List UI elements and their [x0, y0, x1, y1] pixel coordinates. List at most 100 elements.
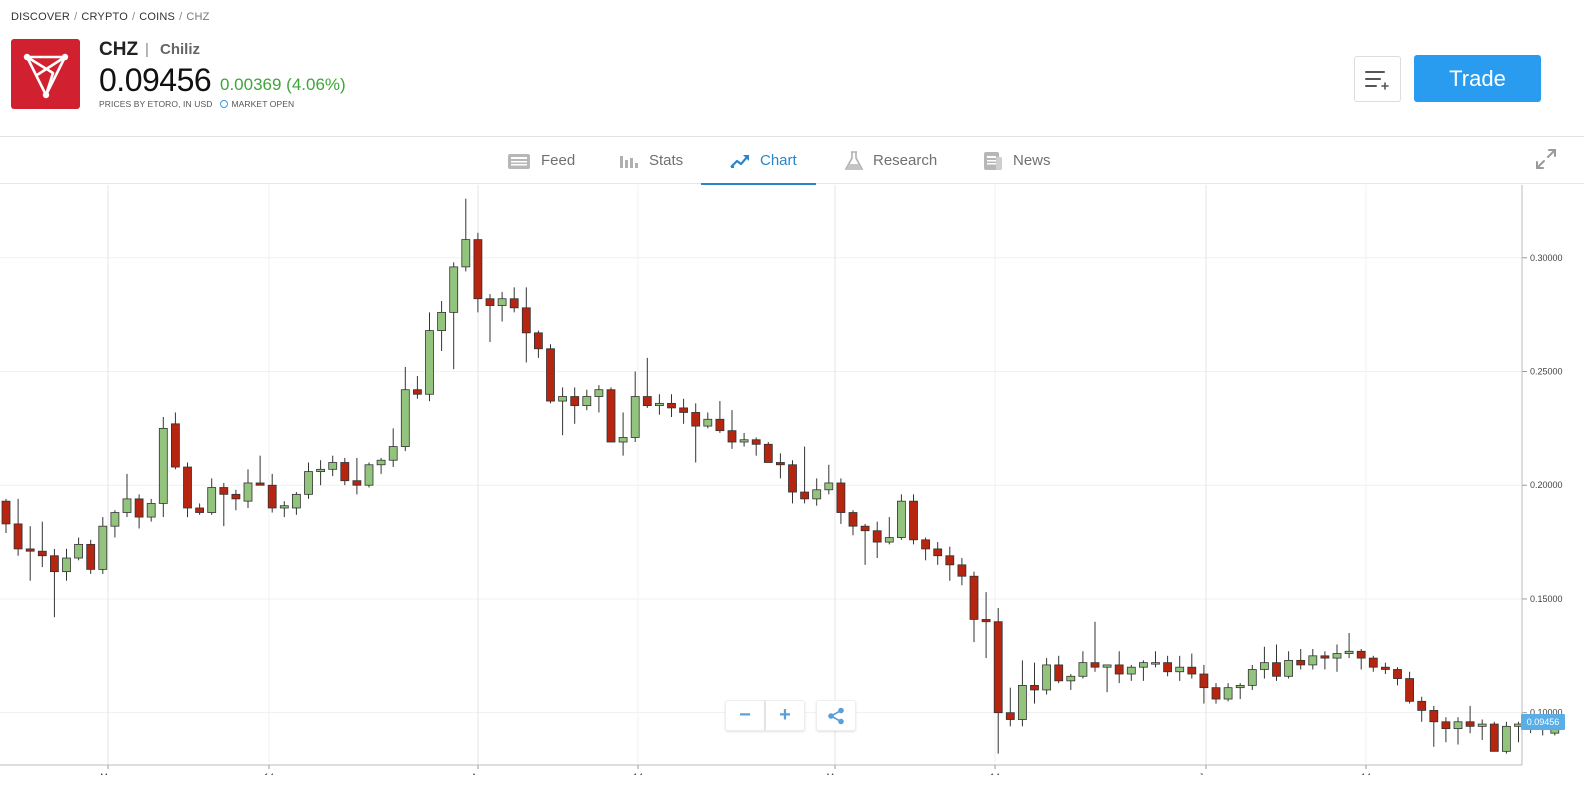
feed-icon [507, 152, 531, 170]
candle [1102, 664, 1112, 693]
candle-body [933, 548, 943, 557]
candle-body [1005, 712, 1015, 720]
add-to-watchlist-button[interactable] [1354, 56, 1401, 102]
candle-body [1235, 684, 1245, 689]
chiliz-logo-icon [23, 53, 68, 99]
candle [1078, 651, 1088, 679]
zoom-out-button[interactable]: − [725, 700, 765, 731]
trade-button[interactable]: Trade [1414, 55, 1541, 102]
candle [630, 371, 640, 443]
candle [352, 457, 362, 495]
candle-body [993, 621, 1003, 714]
breadcrumb-coins[interactable]: COINS [139, 11, 176, 23]
candle-body [739, 439, 749, 443]
candle [1018, 660, 1027, 727]
candle [1417, 696, 1427, 722]
symbol-separator: | [145, 41, 149, 58]
candle [691, 403, 701, 463]
tab-research[interactable]: Research [845, 137, 937, 184]
candle [1223, 683, 1233, 702]
candle [993, 608, 1003, 754]
candle [86, 539, 96, 574]
candlestick-chart[interactable]: 0.30000 0.25000 0.20000 0.15000 0.10000 Mar 14… [0, 185, 1584, 775]
add-to-watchlist-icon [1364, 71, 1389, 90]
candle-body [582, 396, 592, 407]
candle-body [291, 493, 301, 509]
candle [800, 446, 809, 504]
candle-body [473, 239, 483, 300]
candle [848, 510, 858, 536]
candle-body [207, 487, 217, 513]
candle [1126, 664, 1136, 681]
candle [1381, 662, 1390, 675]
share-button[interactable] [816, 700, 856, 731]
candle-body [98, 525, 108, 570]
candle [1356, 649, 1366, 670]
candle-body [437, 311, 447, 331]
tab-feed[interactable]: Feed [507, 137, 575, 184]
breadcrumb: DISCOVER / CRYPTO / COINS / CHZ [11, 11, 210, 23]
candle [884, 517, 894, 545]
candle [207, 478, 217, 515]
candle-body [921, 539, 930, 550]
candle-body [328, 462, 338, 470]
candle [534, 330, 543, 358]
breadcrumb-crypto[interactable]: CRYPTO [81, 11, 128, 23]
zoom-in-button[interactable]: + [765, 700, 805, 731]
candle [1477, 719, 1487, 740]
candle-body [146, 503, 156, 518]
candle-body [1018, 684, 1027, 720]
tabs-bar: Feed Stats Chart Research News [0, 136, 1584, 185]
candle [146, 498, 156, 522]
candle-body [715, 418, 725, 432]
candle [1030, 662, 1039, 704]
last-price-tag: 0.09456 [1521, 714, 1565, 730]
x-tick-label: 14 [1361, 772, 1371, 775]
y-tick-label: 0.20000 [1530, 480, 1563, 490]
candle-body [461, 239, 471, 268]
candle [715, 401, 725, 433]
candle-body [957, 564, 967, 577]
candle [836, 478, 846, 524]
candle-body [1260, 662, 1269, 670]
candle-body [1272, 662, 1281, 677]
candle-body [812, 489, 822, 500]
candle-body [727, 430, 737, 443]
expand-button[interactable] [1535, 148, 1557, 175]
candle-body [412, 389, 422, 395]
candle [473, 232, 483, 313]
candle [824, 464, 834, 495]
candle [364, 462, 374, 488]
candle-body [388, 446, 398, 461]
chart-icon [730, 153, 750, 169]
tab-chart[interactable]: Chart [701, 137, 816, 185]
candle [170, 412, 180, 470]
candle-body [1477, 723, 1487, 727]
prices-by-label: PRICES BY ETORO, IN USD [99, 99, 213, 109]
breadcrumb-current: CHZ [186, 11, 210, 23]
candle-body [860, 525, 870, 532]
tab-stats[interactable]: Stats [619, 137, 683, 184]
candle [1441, 717, 1451, 743]
candle [158, 417, 168, 518]
candle [945, 546, 955, 581]
candle [509, 287, 519, 313]
candle-body [1175, 666, 1185, 673]
candle [981, 592, 991, 659]
candle-body [1284, 659, 1293, 677]
candle-body [1030, 684, 1039, 691]
candle [679, 398, 688, 424]
candle [1042, 658, 1051, 695]
candle-body [195, 507, 205, 513]
candle [1502, 721, 1511, 754]
breadcrumb-discover[interactable]: DISCOVER [11, 11, 71, 23]
candle [1453, 717, 1463, 745]
candle [449, 262, 459, 370]
candle-body [1114, 664, 1124, 675]
candle-body [630, 396, 640, 438]
candle [122, 473, 132, 518]
news-icon [983, 151, 1003, 171]
x-tick-label: 14 [264, 772, 274, 775]
tab-news[interactable]: News [983, 137, 1051, 184]
candle-body [679, 407, 688, 413]
